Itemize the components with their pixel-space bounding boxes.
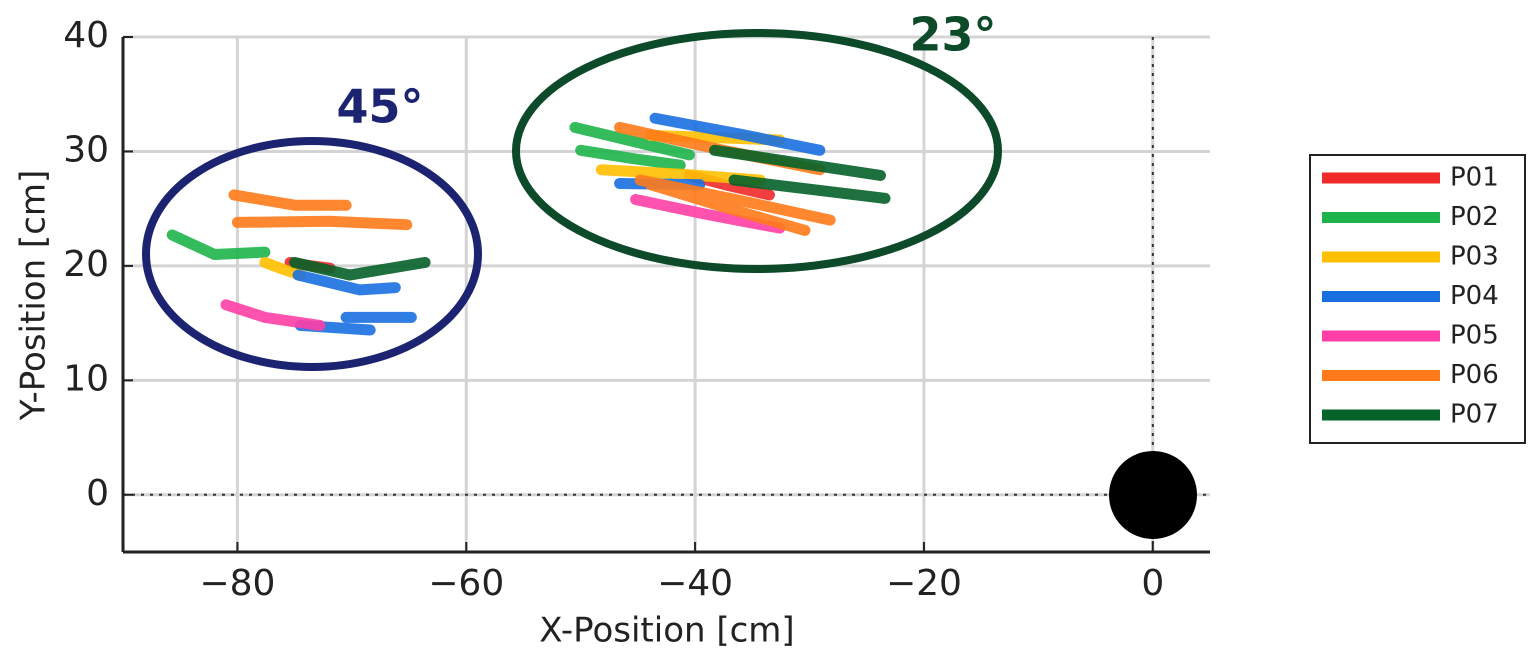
x-axis-label: X-Position [cm] [539, 611, 794, 651]
legend-label: P04 [1450, 281, 1499, 311]
legend-label: P03 [1450, 242, 1499, 272]
angle-label: 45° [336, 80, 423, 134]
trajectory [166, 121, 695, 260]
y-tick-label: 20 [63, 244, 109, 285]
legend-label: P05 [1450, 321, 1499, 351]
x-tick-label: 0 [1141, 563, 1164, 604]
y-tick-label: 0 [86, 473, 109, 514]
y-axis-label: Y-Position [cm] [14, 170, 54, 422]
legend-label: P06 [1450, 360, 1499, 390]
cluster-ellipse [512, 29, 1002, 273]
x-tick-label: −60 [428, 563, 504, 604]
legend-label: P02 [1450, 202, 1499, 232]
angle-label: 23° [909, 8, 996, 62]
legend-label: P07 [1450, 400, 1499, 430]
cluster-ellipse [142, 137, 482, 371]
y-tick-label: 30 [63, 129, 109, 170]
x-tick-label: −80 [199, 563, 275, 604]
grid [123, 35, 1210, 552]
legend-label: P01 [1450, 163, 1499, 193]
x-tick-label: −40 [657, 563, 733, 604]
y-tick-label: 10 [63, 358, 109, 399]
origin-marker [1109, 451, 1197, 539]
x-tick-label: −20 [886, 563, 962, 604]
y-tick-label: 40 [63, 15, 109, 56]
trajectory [220, 194, 786, 331]
trajectory [289, 144, 891, 281]
trajectory [292, 112, 826, 336]
plot-area [166, 112, 891, 336]
